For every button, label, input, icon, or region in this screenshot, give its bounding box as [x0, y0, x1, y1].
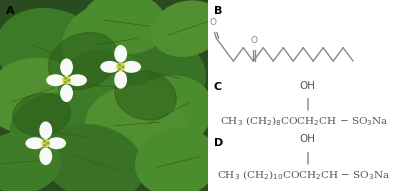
Ellipse shape — [68, 79, 70, 81]
Text: B: B — [214, 6, 222, 16]
Ellipse shape — [106, 34, 206, 111]
Ellipse shape — [115, 72, 126, 88]
Ellipse shape — [11, 93, 114, 174]
Ellipse shape — [26, 138, 44, 149]
Ellipse shape — [65, 78, 66, 79]
Ellipse shape — [48, 32, 118, 90]
Ellipse shape — [119, 64, 120, 66]
Text: OH: OH — [300, 81, 316, 91]
Ellipse shape — [47, 75, 64, 86]
Ellipse shape — [48, 138, 66, 149]
Ellipse shape — [85, 86, 185, 162]
Ellipse shape — [136, 129, 218, 191]
Ellipse shape — [115, 71, 176, 120]
Ellipse shape — [115, 46, 126, 62]
Ellipse shape — [43, 125, 144, 191]
Text: CH$_3$ (CH$_2$)$_8$COCH$_2$CH $-$ SO$_3$Na: CH$_3$ (CH$_2$)$_8$COCH$_2$CH $-$ SO$_3$… — [220, 115, 388, 128]
Ellipse shape — [61, 85, 72, 101]
Text: A: A — [6, 6, 15, 16]
Ellipse shape — [68, 75, 86, 86]
Ellipse shape — [0, 58, 77, 133]
Ellipse shape — [0, 132, 60, 191]
Text: C: C — [214, 82, 222, 92]
Ellipse shape — [117, 63, 124, 70]
Ellipse shape — [42, 140, 50, 147]
Text: OH: OH — [300, 134, 316, 144]
Ellipse shape — [63, 77, 70, 84]
Ellipse shape — [47, 142, 49, 144]
Text: O: O — [209, 18, 216, 27]
Text: O: O — [251, 36, 258, 45]
Ellipse shape — [123, 62, 140, 72]
Ellipse shape — [44, 141, 46, 142]
Text: |: | — [306, 151, 310, 164]
Ellipse shape — [40, 148, 52, 164]
Ellipse shape — [58, 50, 150, 122]
Ellipse shape — [65, 81, 66, 83]
Ellipse shape — [119, 68, 120, 70]
Text: CH$_3$ (CH$_2$)$_{10}$COCH$_2$CH $-$ SO$_3$Na: CH$_3$ (CH$_2$)$_{10}$COCH$_2$CH $-$ SO$… — [217, 168, 391, 182]
Ellipse shape — [83, 0, 166, 54]
Text: D: D — [214, 138, 223, 147]
Ellipse shape — [122, 66, 124, 68]
Ellipse shape — [13, 93, 70, 136]
Ellipse shape — [0, 9, 108, 98]
Ellipse shape — [120, 76, 212, 153]
Ellipse shape — [101, 62, 119, 72]
Text: |: | — [306, 98, 310, 111]
Ellipse shape — [61, 59, 72, 75]
Ellipse shape — [40, 122, 52, 138]
Ellipse shape — [152, 1, 223, 56]
Ellipse shape — [63, 2, 166, 82]
Ellipse shape — [44, 144, 46, 146]
